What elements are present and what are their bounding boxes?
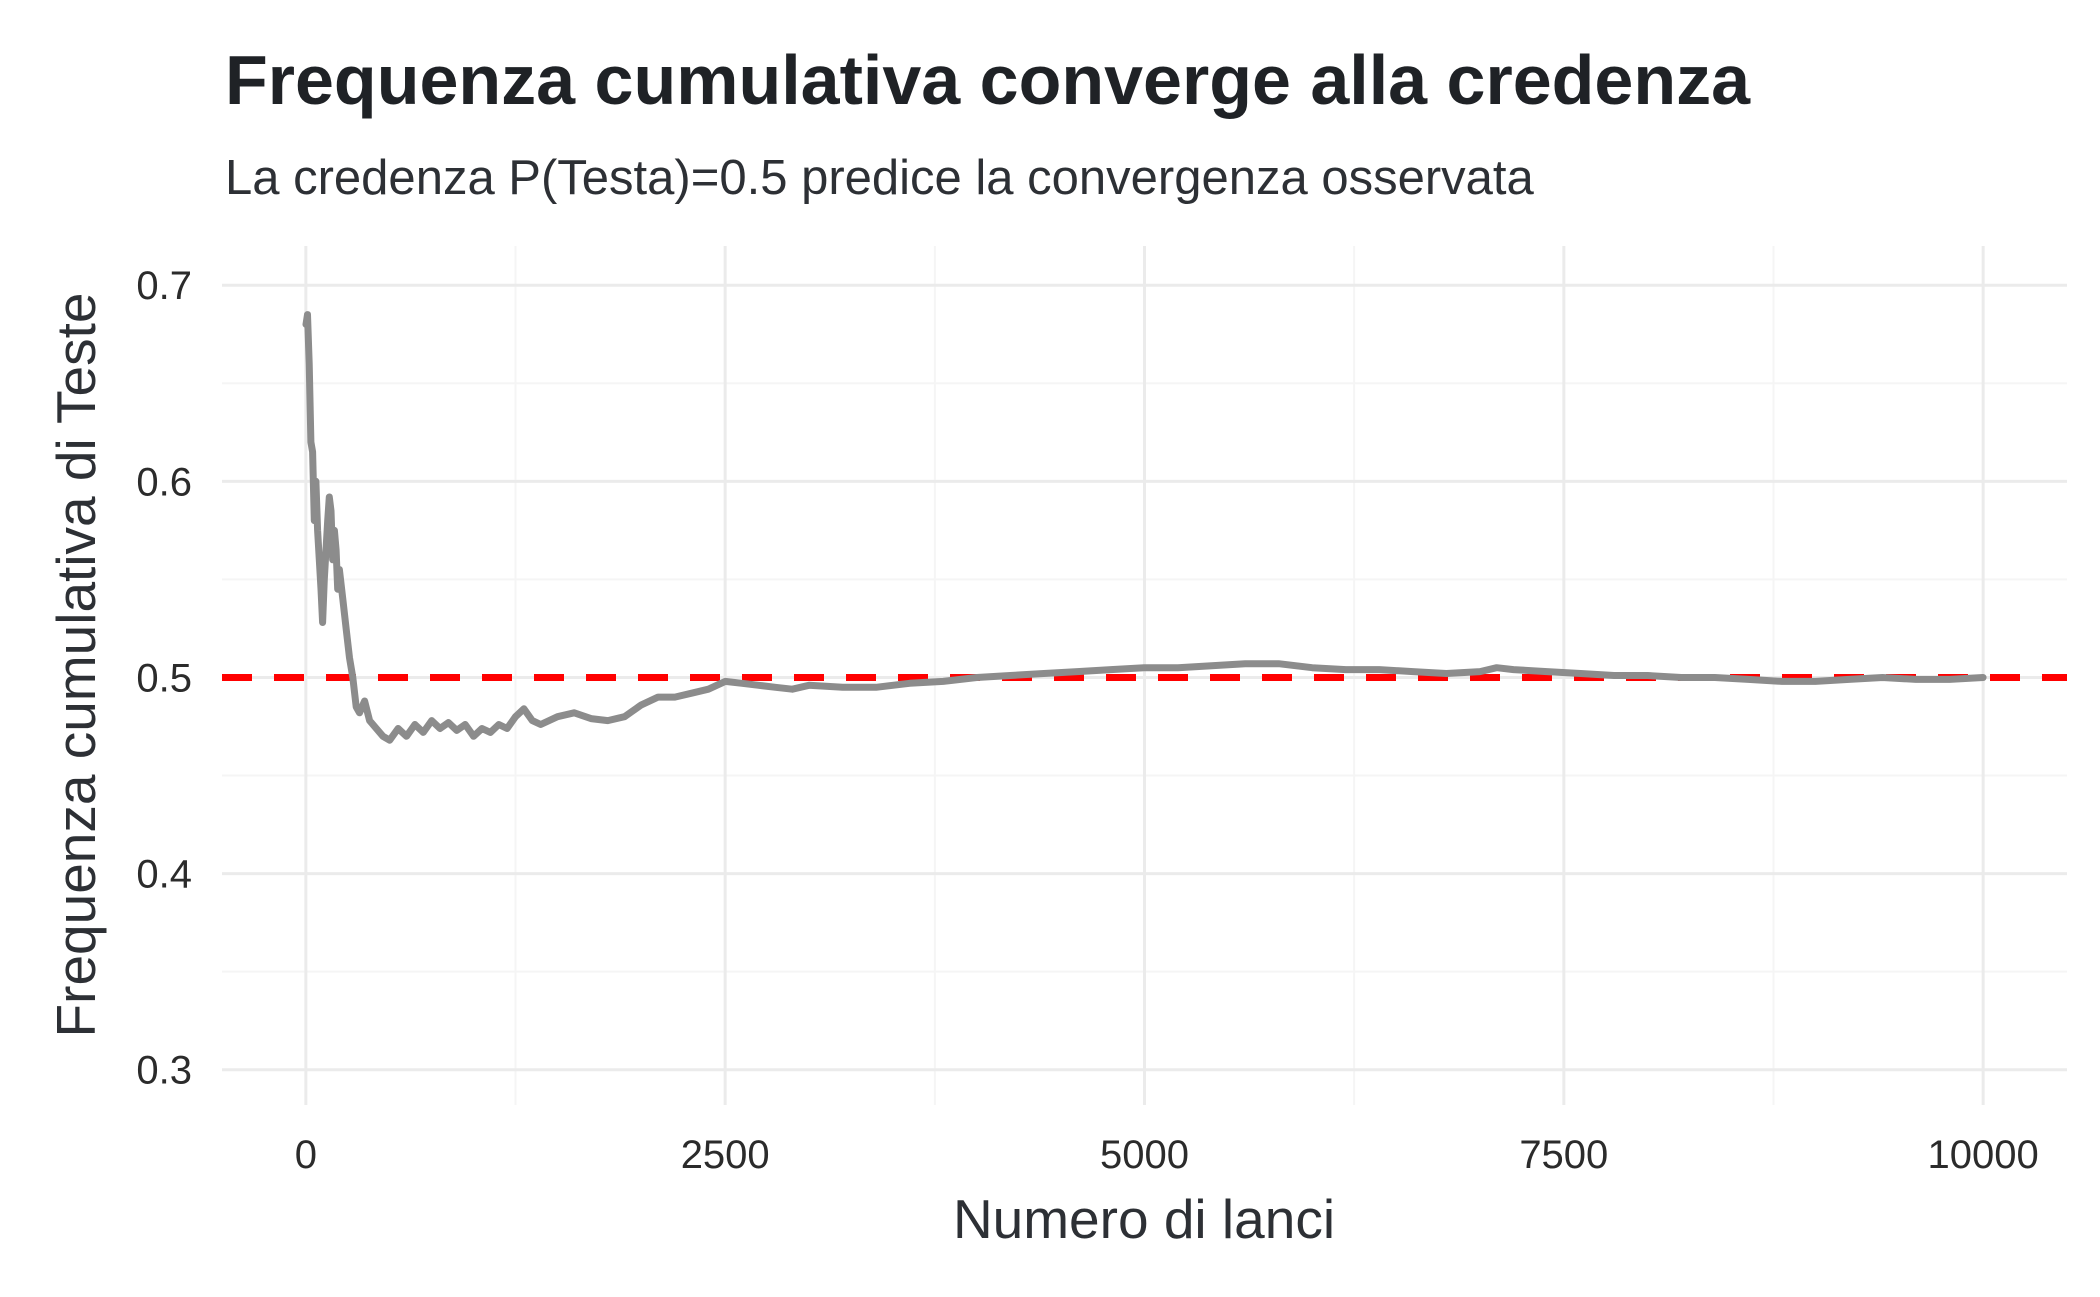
series-layer xyxy=(302,311,1987,744)
y-tick-label: 0.6 xyxy=(136,460,192,504)
y-tick-label: 0.3 xyxy=(136,1049,192,1093)
x-tick-label: 10000 xyxy=(1928,1133,2039,1177)
x-tick-label: 7500 xyxy=(1519,1133,1608,1177)
x-tick-label: 5000 xyxy=(1100,1133,1189,1177)
x-axis-title: Numero di lanci xyxy=(953,1188,1335,1250)
chart-title: Frequenza cumulativa converge alla crede… xyxy=(225,41,1751,119)
y-tick-label: 0.4 xyxy=(136,853,192,897)
tick-labels: 0 2500 5000 7500 10000 0.3 0.4 0.5 0.6 0.7 xyxy=(136,264,2038,1177)
chart-subtitle: La credenza P(Testa)=0.5 predice la conv… xyxy=(225,151,1535,205)
x-tick-label: 2500 xyxy=(681,1133,770,1177)
y-tick-label: 0.5 xyxy=(136,656,192,700)
y-axis-title: Frequenza cumulativa di Teste xyxy=(45,293,107,1038)
x-tick-label: 0 xyxy=(295,1133,317,1177)
series-line xyxy=(302,311,1987,744)
y-tick-label: 0.7 xyxy=(136,264,192,308)
